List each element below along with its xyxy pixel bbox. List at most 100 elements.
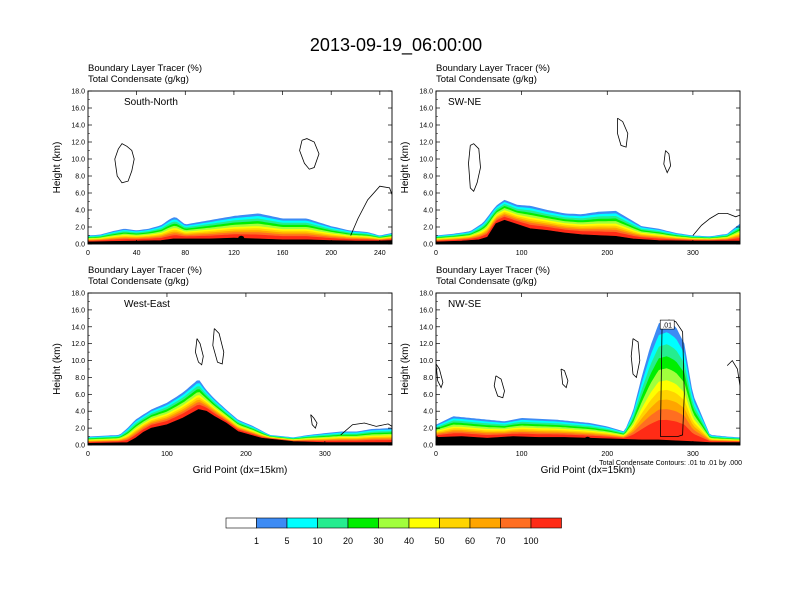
x-tick-label: 0 xyxy=(86,451,90,458)
colorbar-swatch xyxy=(225,517,257,529)
y-axis-label: Height (km) xyxy=(400,343,411,395)
y-tick-label: 10.0 xyxy=(71,358,85,365)
colorbar-swatch xyxy=(530,517,562,529)
contour-label: .01 xyxy=(662,323,672,330)
y-tick-label: 18.0 xyxy=(71,291,85,298)
x-tick-label: 200 xyxy=(601,451,613,458)
y-tick-label: 10.0 xyxy=(419,157,433,164)
location-marker xyxy=(584,436,591,444)
x-tick-label: 100 xyxy=(516,250,528,257)
colorbar-swatch xyxy=(500,517,532,529)
condensate-contour xyxy=(663,150,672,174)
y-tick-label: 0.0 xyxy=(75,443,85,450)
colorbar-label: 30 xyxy=(373,536,383,546)
y-tick-label: 4.0 xyxy=(75,208,85,215)
y-tick-label: 16.0 xyxy=(71,106,85,113)
colorbar-label: 40 xyxy=(404,536,414,546)
x-tick-label: 40 xyxy=(133,250,141,257)
condensate-contour xyxy=(493,375,505,399)
y-tick-label: 16.0 xyxy=(71,307,85,314)
y-tick-label: 10.0 xyxy=(419,358,433,365)
colorbar-label: 60 xyxy=(465,536,475,546)
x-tick-label: 200 xyxy=(601,250,613,257)
y-tick-label: 0.0 xyxy=(423,242,433,249)
panel-title-line1: Boundary Layer Tracer (%) xyxy=(88,63,202,74)
condensate-contour xyxy=(726,359,740,386)
location-marker xyxy=(234,436,242,444)
condensate-contour xyxy=(560,368,569,389)
panel-title-line2: Total Condensate (g/kg) xyxy=(436,74,537,85)
colorbar: 1 5 10 20 30 40 50 60 70 100 xyxy=(225,517,562,546)
x-tick-label: 100 xyxy=(516,451,528,458)
x-tick-label: 0 xyxy=(434,250,438,257)
y-axis-label: Height (km) xyxy=(400,142,411,194)
panel-title-line2: Total Condensate (g/kg) xyxy=(88,74,189,85)
condensate-contour xyxy=(692,213,740,236)
x-tick-label: 300 xyxy=(687,451,699,458)
condensate-contour xyxy=(630,338,641,379)
contour-note: Total Condensate Contours: .01 to .01 by… xyxy=(599,460,742,467)
y-tick-label: 8.0 xyxy=(423,174,433,181)
panel-south-north: Boundary Layer Tracer (%)Total Condensat… xyxy=(52,63,393,257)
y-tick-label: 16.0 xyxy=(419,307,433,314)
colorbar-swatch xyxy=(347,517,379,529)
x-axis-label: Grid Point (dx=15km) xyxy=(541,465,636,476)
colorbar-label: 100 xyxy=(523,536,538,546)
condensate-contour xyxy=(340,422,392,436)
condensate-contour xyxy=(468,143,481,193)
y-tick-label: 8.0 xyxy=(423,375,433,382)
x-axis-label: Grid Point (dx=15km) xyxy=(193,465,288,476)
panel-west-east: Boundary Layer Tracer (%)Total Condensat… xyxy=(52,265,393,476)
colorbar-label: 5 xyxy=(284,536,289,546)
y-tick-label: 2.0 xyxy=(75,426,85,433)
y-tick-label: 2.0 xyxy=(75,225,85,232)
x-tick-label: 80 xyxy=(181,250,189,257)
colorbar-swatch xyxy=(439,517,471,529)
cross-section-label: NW-SE xyxy=(448,299,481,310)
y-tick-label: 8.0 xyxy=(75,375,85,382)
colorbar-swatch xyxy=(378,517,410,529)
y-tick-label: 0.0 xyxy=(75,242,85,249)
condensate-contour xyxy=(310,414,318,429)
colorbar-label: 1 xyxy=(254,536,259,546)
y-axis-label: Height (km) xyxy=(52,343,63,395)
condensate-contour xyxy=(114,143,135,184)
x-tick-label: 200 xyxy=(325,250,337,257)
y-tick-label: 18.0 xyxy=(419,291,433,298)
x-tick-label: 160 xyxy=(277,250,289,257)
y-tick-label: 12.0 xyxy=(71,140,85,147)
panel-title-line1: Boundary Layer Tracer (%) xyxy=(436,63,550,74)
x-tick-label: 300 xyxy=(319,451,331,458)
panel-nw-se: Boundary Layer Tracer (%)Total Condensat… xyxy=(400,265,742,476)
y-tick-label: 14.0 xyxy=(419,123,433,130)
panel-title-line1: Boundary Layer Tracer (%) xyxy=(436,265,550,276)
colorbar-label: 50 xyxy=(434,536,444,546)
y-tick-label: 14.0 xyxy=(71,324,85,331)
condensate-contour xyxy=(617,117,629,148)
panel-title-line2: Total Condensate (g/kg) xyxy=(436,276,537,287)
y-tick-label: 6.0 xyxy=(75,191,85,198)
x-tick-label: 0 xyxy=(434,451,438,458)
terrain xyxy=(436,219,740,244)
y-tick-label: 8.0 xyxy=(75,174,85,181)
panel-sw-ne: Boundary Layer Tracer (%)Total Condensat… xyxy=(400,63,741,257)
y-tick-label: 10.0 xyxy=(71,157,85,164)
condensate-contour xyxy=(212,328,225,365)
y-tick-label: 2.0 xyxy=(423,426,433,433)
y-axis-label: Height (km) xyxy=(52,142,63,194)
colorbar-label: 20 xyxy=(343,536,353,546)
y-tick-label: 18.0 xyxy=(419,89,433,96)
terrain xyxy=(88,409,392,445)
y-tick-label: 4.0 xyxy=(423,208,433,215)
y-tick-label: 12.0 xyxy=(419,341,433,348)
x-tick-label: 240 xyxy=(374,250,386,257)
y-tick-label: 12.0 xyxy=(419,140,433,147)
colorbar-label: 10 xyxy=(312,536,322,546)
cross-section-label: West-East xyxy=(124,299,170,310)
y-tick-label: 4.0 xyxy=(75,409,85,416)
plot-area xyxy=(88,138,392,244)
y-tick-label: 14.0 xyxy=(71,123,85,130)
x-tick-label: 120 xyxy=(228,250,240,257)
y-tick-label: 6.0 xyxy=(423,191,433,198)
